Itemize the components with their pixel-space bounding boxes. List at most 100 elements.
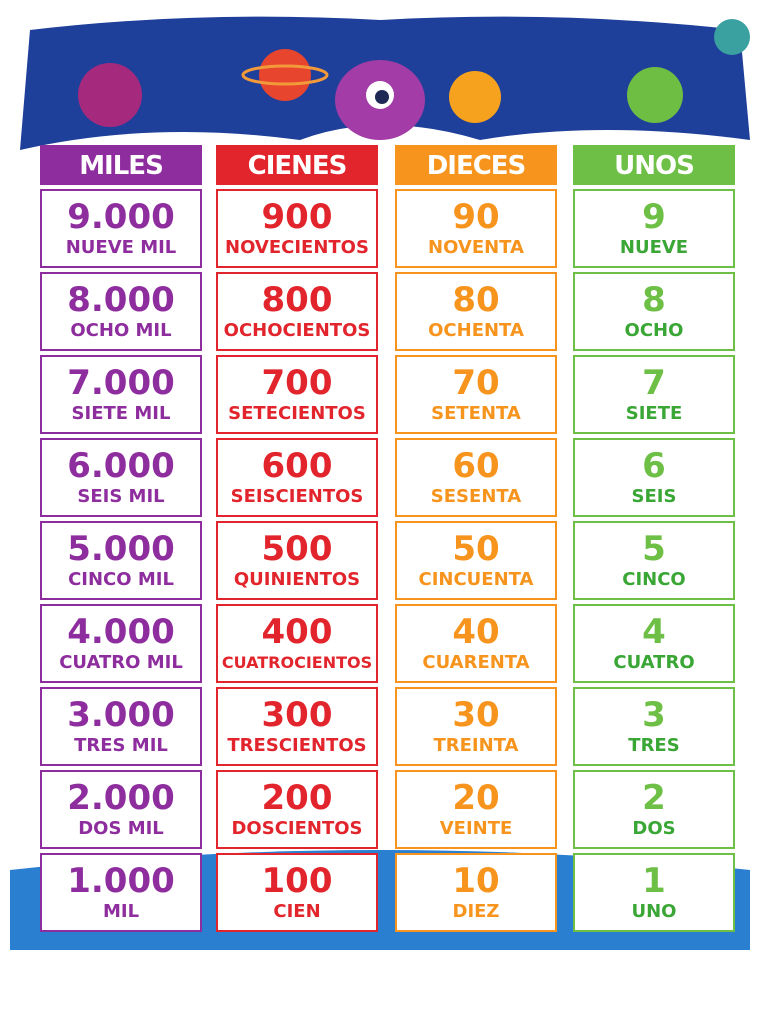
number-word: SESENTA	[430, 486, 522, 507]
number: 300	[261, 695, 333, 735]
planet	[627, 67, 683, 123]
monster-pupil	[375, 90, 389, 104]
number-word: DIEZ	[452, 901, 500, 922]
cell: 3.000 TRES MIL	[40, 687, 202, 766]
number: 800	[261, 280, 333, 320]
number: 600	[261, 446, 333, 486]
number: 8.000	[67, 280, 175, 320]
number-word: QUINIENTOS	[233, 569, 361, 590]
planet	[78, 63, 142, 127]
number-word: NOVECIENTOS	[225, 237, 369, 258]
number: 6.000	[67, 446, 175, 486]
cell: 300 TRESCIENTOS	[216, 687, 378, 766]
cell: 90 NOVENTA	[395, 189, 557, 268]
planet	[259, 49, 311, 101]
cell: 2.000 DOS MIL	[40, 770, 202, 849]
number: 2.000	[67, 778, 175, 818]
number: 40	[452, 612, 500, 652]
column: CIENES 900 NOVECIENTOS 800 OCHOCIENTOS 700 SET…	[216, 145, 378, 932]
number: 4	[642, 612, 666, 652]
cell: 1.000 MIL	[40, 853, 202, 932]
cell: 4.000 CUATRO MIL	[40, 604, 202, 683]
number: 1	[642, 861, 666, 901]
number: 9.000	[67, 197, 175, 237]
number: 3	[642, 695, 666, 735]
number-word: OCHO	[624, 320, 684, 341]
cell: 600 SEISCIENTOS	[216, 438, 378, 517]
number: 80	[452, 280, 500, 320]
cell: 900 NOVECIENTOS	[216, 189, 378, 268]
number: 900	[261, 197, 333, 237]
number: 10	[452, 861, 500, 901]
number-word: OCHO MIL	[70, 320, 172, 341]
number-word: SEISCIENTOS	[230, 486, 364, 507]
column-header: UNOS	[573, 145, 735, 185]
number-word: SETENTA	[431, 403, 521, 424]
cell: 7.000 SIETE MIL	[40, 355, 202, 434]
number-word: MIL	[102, 901, 140, 922]
cell: 8.000 OCHO MIL	[40, 272, 202, 351]
column-header: DIECES	[395, 145, 557, 185]
cell: 4 CUATRO	[573, 604, 735, 683]
number: 9	[642, 197, 666, 237]
cell: 20 VEINTE	[395, 770, 557, 849]
number: 3.000	[67, 695, 175, 735]
number: 70	[452, 363, 500, 403]
number-word: CUARENTA	[422, 652, 530, 673]
number-word: TRES MIL	[74, 735, 168, 756]
number: 400	[261, 612, 333, 652]
cell: 3 TRES	[573, 687, 735, 766]
cell: 200 DOSCIENTOS	[216, 770, 378, 849]
number: 700	[261, 363, 333, 403]
number: 4.000	[67, 612, 175, 652]
planet-ring	[241, 64, 329, 86]
cell: 8 OCHO	[573, 272, 735, 351]
cell: 6 SEIS	[573, 438, 735, 517]
number-word: CUATRO	[613, 652, 695, 673]
number: 7.000	[67, 363, 175, 403]
number: 60	[452, 446, 500, 486]
cell: 10 DIEZ	[395, 853, 557, 932]
number-word: OCHOCIENTOS	[223, 320, 371, 341]
number-word: NUEVE MIL	[65, 237, 177, 258]
number: 2	[642, 778, 666, 818]
cell: 700 SETECIENTOS	[216, 355, 378, 434]
number-word: NOVENTA	[428, 237, 524, 258]
cell: 6.000 SEIS MIL	[40, 438, 202, 517]
number: 200	[261, 778, 333, 818]
number: 50	[452, 529, 500, 569]
column: DIECES 90 NOVENTA 80 OCHENTA 70 SETENTA 60 SESEN…	[395, 145, 557, 932]
number-word: CINCO	[622, 569, 686, 590]
number: 500	[261, 529, 333, 569]
number-word: TRESCIENTOS	[227, 735, 367, 756]
cell: 100 CIEN	[216, 853, 378, 932]
column: MILES 9.000 NUEVE MIL 8.000 OCHO MIL 7.000 SIE…	[40, 145, 202, 932]
number: 30	[452, 695, 500, 735]
number-word: TRES	[628, 735, 680, 756]
column-header: MILES	[40, 145, 202, 185]
number-word: SEIS MIL	[77, 486, 165, 507]
number-word: OCHENTA	[428, 320, 524, 341]
cell: 1 UNO	[573, 853, 735, 932]
planet	[449, 71, 501, 123]
number: 5.000	[67, 529, 175, 569]
column-header: CIENES	[216, 145, 378, 185]
cell: 40 CUARENTA	[395, 604, 557, 683]
cell: 400 CUATROCIENTOS	[216, 604, 378, 683]
number-word: CINCO MIL	[68, 569, 174, 590]
number-word: SETECIENTOS	[228, 403, 366, 424]
cell: 800 OCHOCIENTOS	[216, 272, 378, 351]
number: 7	[642, 363, 666, 403]
cell: 7 SIETE	[573, 355, 735, 434]
number-word: DOSCIENTOS	[231, 818, 363, 839]
number: 8	[642, 280, 666, 320]
number-word: SIETE	[625, 403, 683, 424]
column: UNOS 9 NUEVE 8 OCHO 7 SIETE 6 SEIS 5 CINCO 4 CUATRO 3…	[573, 145, 735, 932]
number: 20	[452, 778, 500, 818]
number-word: NUEVE	[619, 237, 689, 258]
number: 1.000	[67, 861, 175, 901]
number-word: DOS	[632, 818, 676, 839]
number: 6	[642, 446, 666, 486]
number-word: CUATRO MIL	[59, 652, 183, 673]
